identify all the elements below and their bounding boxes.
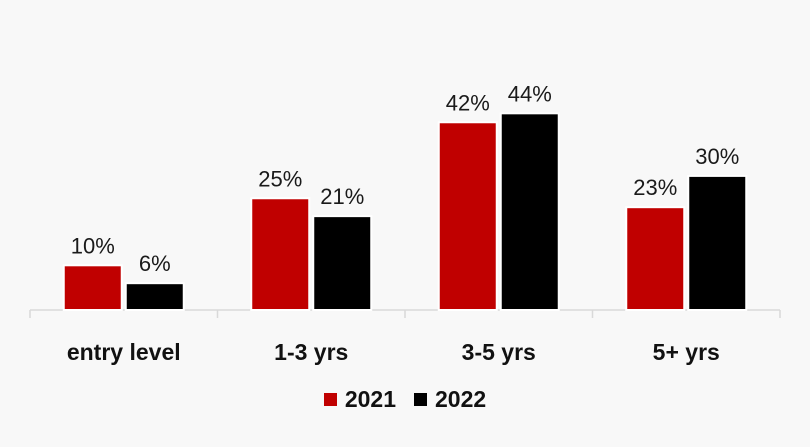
bar-2022-3 [687,174,748,311]
data-label-2022-1: 21% [320,184,364,209]
data-label-2022-3: 30% [695,144,739,169]
legend-item-series-0: 2021 [323,386,396,413]
legend-item-series-1: 2022 [414,386,486,413]
data-label-2021-0: 10% [71,233,115,258]
data-label-2021-2: 42% [446,90,490,115]
legend-swatch-series-0 [323,393,337,406]
bar-2021-2 [437,121,498,312]
data-label-2022-0: 6% [139,251,171,276]
legend: 2021 2022 [0,386,810,413]
bar-2022-0 [124,282,185,311]
data-label-2021-3: 23% [633,175,677,200]
x-tick-label-3: 5+ yrs [653,339,720,365]
x-tick-label-2: 3-5 yrs [462,339,536,365]
x-tick-label-0: entry level [67,339,181,365]
legend-label-series-0: 2021 [344,386,396,412]
bar-2021-1 [250,197,311,311]
data-label-2022-2: 44% [508,81,552,106]
legend-label-series-1: 2022 [435,386,487,412]
x-tick-label-1: 1-3 yrs [274,339,348,365]
bar-2021-3 [625,206,686,311]
bar-2021-0 [62,264,123,311]
bar-2022-1 [312,215,373,312]
bar-2022-2 [499,112,560,311]
data-label-2021-1: 25% [258,166,302,191]
legend-swatch-series-1 [414,393,427,406]
